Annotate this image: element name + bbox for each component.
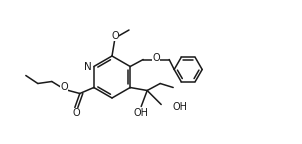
- Text: N: N: [84, 61, 92, 72]
- Text: O: O: [153, 53, 160, 63]
- Text: O: O: [60, 83, 68, 92]
- Text: O: O: [111, 31, 119, 41]
- Text: OH: OH: [134, 108, 149, 118]
- Text: OH: OH: [172, 102, 187, 111]
- Text: O: O: [72, 108, 80, 119]
